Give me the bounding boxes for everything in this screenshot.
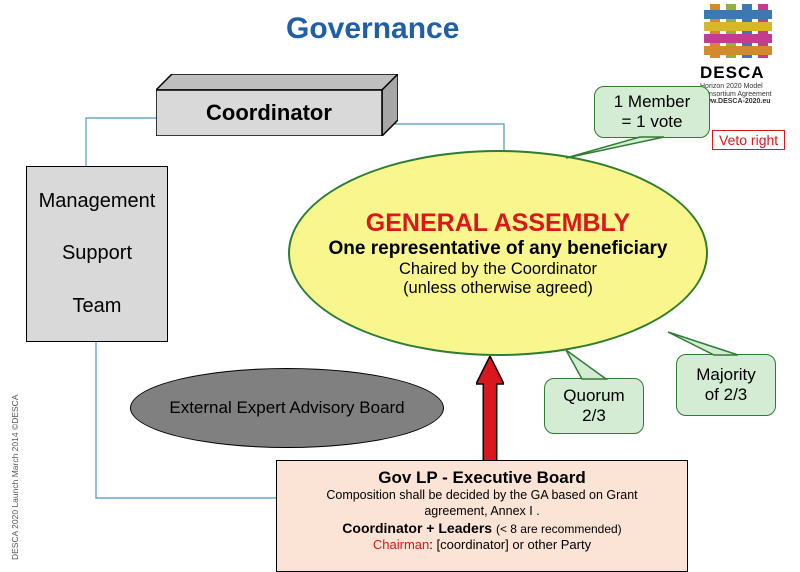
weave-icon — [700, 4, 774, 58]
ga-title: GENERAL ASSEMBLY — [366, 209, 630, 238]
ga-sub1: One representative of any beneficiary — [329, 238, 668, 260]
exec-line2b: (< 8 are recommended) — [496, 522, 622, 536]
exec-line1: Composition shall be decided by the GA b… — [302, 488, 662, 519]
coordinator-label: Coordinator — [156, 90, 382, 136]
logo-sub3: www.DESCA-2020.eu — [700, 98, 788, 106]
exec-board-box: Gov LP - Executive Board Composition sha… — [276, 460, 688, 572]
veto-right-box: Veto right — [712, 130, 785, 150]
general-assembly-ellipse: GENERAL ASSEMBLY One representative of a… — [288, 150, 708, 356]
ga-sub2: Chaired by the Coordinator — [399, 260, 597, 279]
advisory-ellipse: External Expert Advisory Board — [130, 368, 444, 448]
logo-name: DESCA — [700, 63, 788, 83]
ga-sub3: (unless otherwise agreed) — [403, 279, 593, 298]
logo-sub2: Consortium Agreement — [700, 91, 788, 99]
chairman-rest: : [coordinator] or other Party — [429, 537, 591, 552]
exec-line2: Coordinator + Leaders (< 8 are recommend… — [287, 520, 677, 538]
side-copyright: DESCA 2020 Launch March 2014 ©DESCA — [10, 395, 20, 561]
logo-sub1: Horizon 2020 Model — [700, 83, 788, 91]
exec-line2a: Coordinator + Leaders — [342, 520, 492, 536]
desca-logo: DESCA Horizon 2020 Model Consortium Agre… — [700, 4, 788, 106]
callout-majority-tail — [0, 0, 1, 1]
advisory-label: External Expert Advisory Board — [169, 398, 404, 418]
chairman-label: Chairman — [373, 537, 429, 552]
coordinator-box: Coordinator — [156, 74, 398, 141]
exec-chairman: Chairman: [coordinator] or other Party — [287, 537, 677, 553]
up-arrow — [476, 356, 504, 469]
mst-line: Support — [31, 242, 163, 265]
mst-line: Team — [31, 295, 163, 318]
mst-box: Management Support Team — [26, 166, 168, 342]
mst-line: Management — [31, 190, 163, 213]
callout-member: 1 Member= 1 vote — [594, 86, 710, 138]
callout-quorum: Quorum2/3 — [544, 378, 644, 434]
exec-title: Gov LP - Executive Board — [287, 467, 677, 488]
callout-majority: Majorityof 2/3 — [676, 354, 776, 416]
page-title: Governance — [286, 12, 459, 46]
